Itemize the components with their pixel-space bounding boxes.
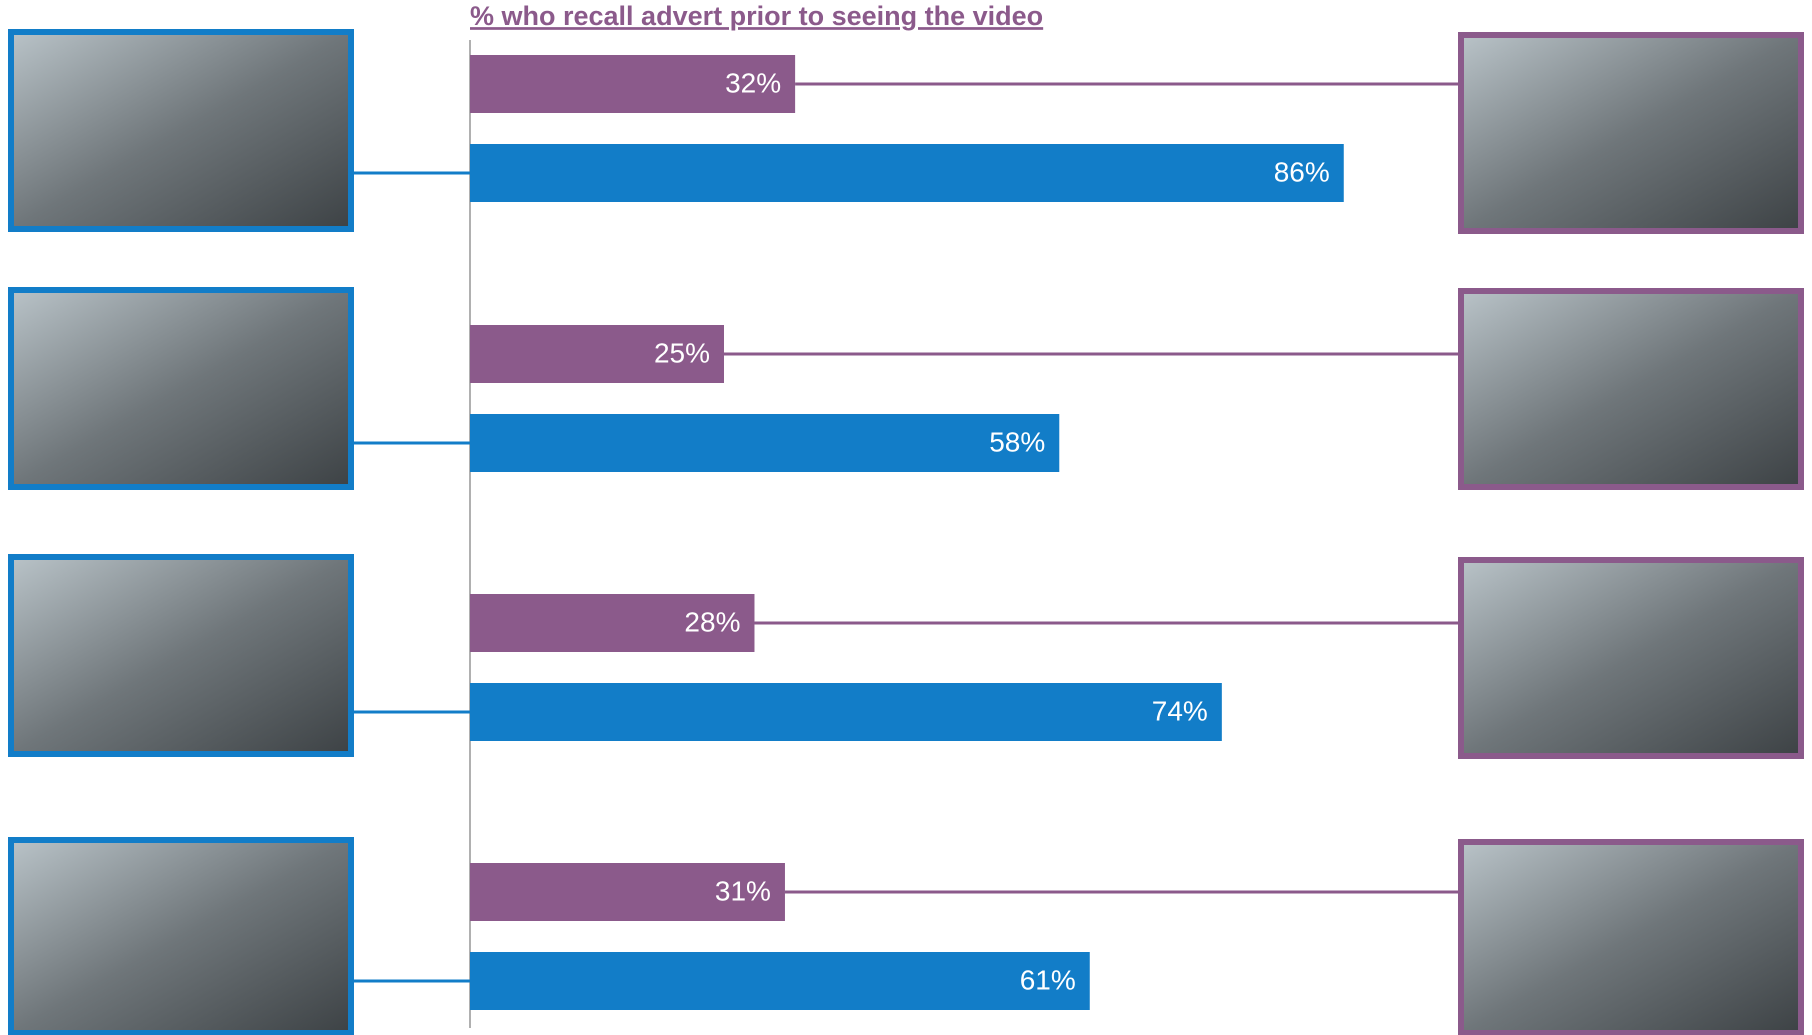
chart-title: % who recall advert prior to seeing the … <box>470 1 1043 31</box>
value-label: 58% <box>989 426 1045 457</box>
bar <box>470 952 1090 1010</box>
value-label: 61% <box>1020 964 1076 995</box>
bar <box>470 325 724 383</box>
value-label: 74% <box>1152 695 1208 726</box>
value-label: 86% <box>1274 156 1330 187</box>
value-label: 25% <box>654 337 710 368</box>
bar <box>470 863 785 921</box>
thumbnail <box>8 554 354 757</box>
bar <box>470 594 755 652</box>
value-label: 32% <box>725 67 781 98</box>
thumbnail <box>1458 288 1804 490</box>
value-label: 31% <box>715 875 771 906</box>
thumbnail <box>8 29 354 232</box>
thumbnail <box>8 837 354 1035</box>
value-label: 28% <box>684 606 740 637</box>
thumbnail <box>8 287 354 490</box>
thumbnail <box>1458 557 1804 759</box>
bar <box>470 683 1222 741</box>
thumbnail <box>1458 32 1804 234</box>
thumbnail <box>1458 839 1804 1035</box>
bar <box>470 144 1344 202</box>
bar <box>470 55 796 113</box>
bar <box>470 414 1060 472</box>
